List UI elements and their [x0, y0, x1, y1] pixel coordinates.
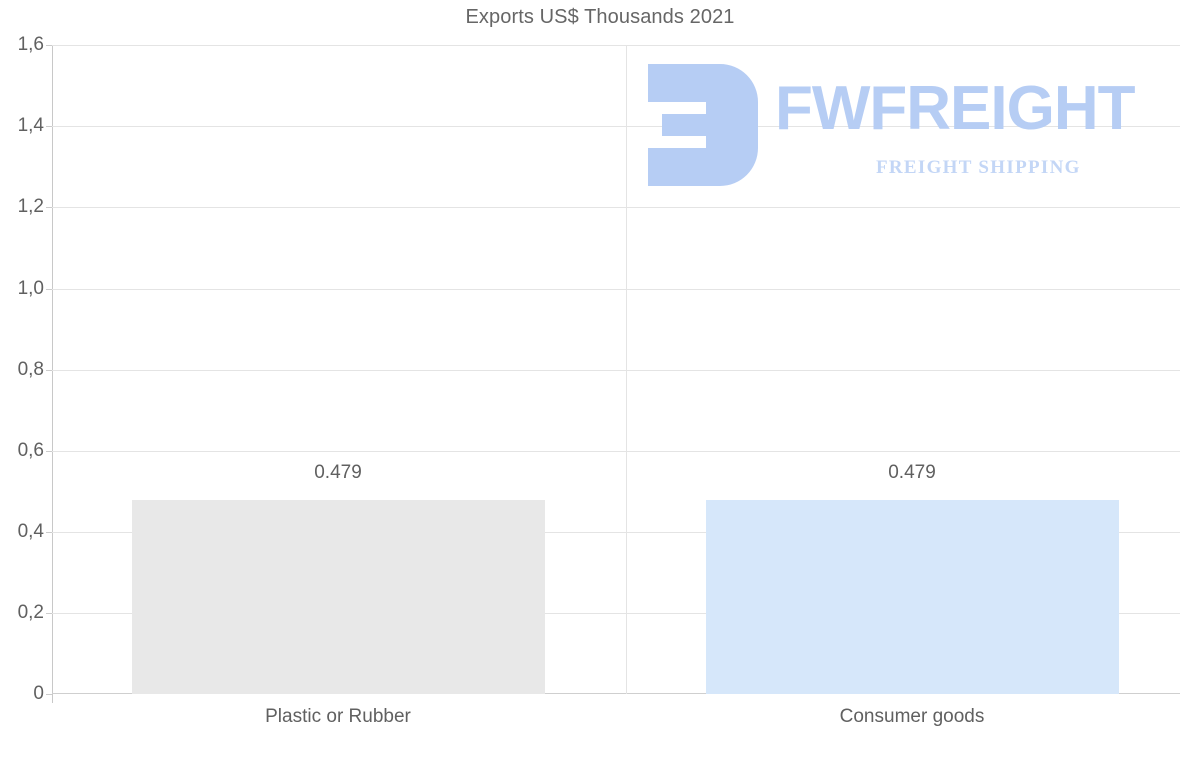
- y-axis: 1,6 1,4 1,2 1,0 0,8 0,6 0,4 0,2 0: [0, 34, 53, 704]
- y-axis-tick-mark: [46, 369, 53, 371]
- gridline-zero: [52, 693, 1180, 694]
- gridline: [52, 207, 1180, 209]
- y-axis-tick-label: 0,8: [17, 358, 44, 380]
- gridline: [52, 45, 1180, 46]
- y-axis-tick-mark: [46, 126, 53, 128]
- x-axis-label-plastic-or-rubber: Plastic or Rubber: [265, 706, 411, 727]
- y-axis-tick-label: 0,6: [17, 439, 44, 461]
- gridline: [52, 126, 1180, 128]
- bar-consumer-goods[interactable]: [706, 499, 1119, 694]
- y-axis-tick-label: 0,4: [17, 521, 44, 542]
- y-axis-tick-label: 0,2: [17, 602, 44, 624]
- y-axis-tick-mark: [46, 45, 53, 46]
- chart-title: Exports US$ Thousands 2021: [465, 6, 735, 28]
- x-axis-label-consumer-goods: Consumer goods: [839, 706, 985, 727]
- y-axis-tick-label: 1,0: [17, 277, 44, 299]
- y-axis-tick-label: 1,6: [17, 34, 44, 55]
- y-axis-tick-mark: [46, 207, 53, 209]
- gridline: [52, 613, 1180, 615]
- plot-area: [52, 45, 1180, 694]
- y-axis-tick-label: 0: [33, 683, 44, 704]
- y-axis-tick-label: 1,2: [17, 196, 44, 218]
- gridline: [52, 532, 1180, 533]
- category-separator-gridline: [626, 45, 627, 694]
- bar-value-label-consumer-goods: 0.479: [888, 462, 936, 483]
- y-axis-tick-mark: [46, 450, 53, 452]
- bar-plastic-or-rubber[interactable]: [132, 499, 545, 694]
- gridline: [52, 450, 1180, 452]
- y-axis-tick-mark: [46, 288, 53, 290]
- y-axis-tick-mark: [46, 694, 53, 695]
- y-axis-tick-mark: [46, 613, 53, 615]
- y-axis-tick-mark: [46, 532, 53, 533]
- y-axis-line: [52, 45, 53, 703]
- gridline: [52, 288, 1180, 290]
- gridline: [52, 369, 1180, 371]
- y-axis-tick-label: 1,4: [17, 115, 44, 137]
- bar-value-label-plastic-or-rubber: 0.479: [314, 462, 362, 483]
